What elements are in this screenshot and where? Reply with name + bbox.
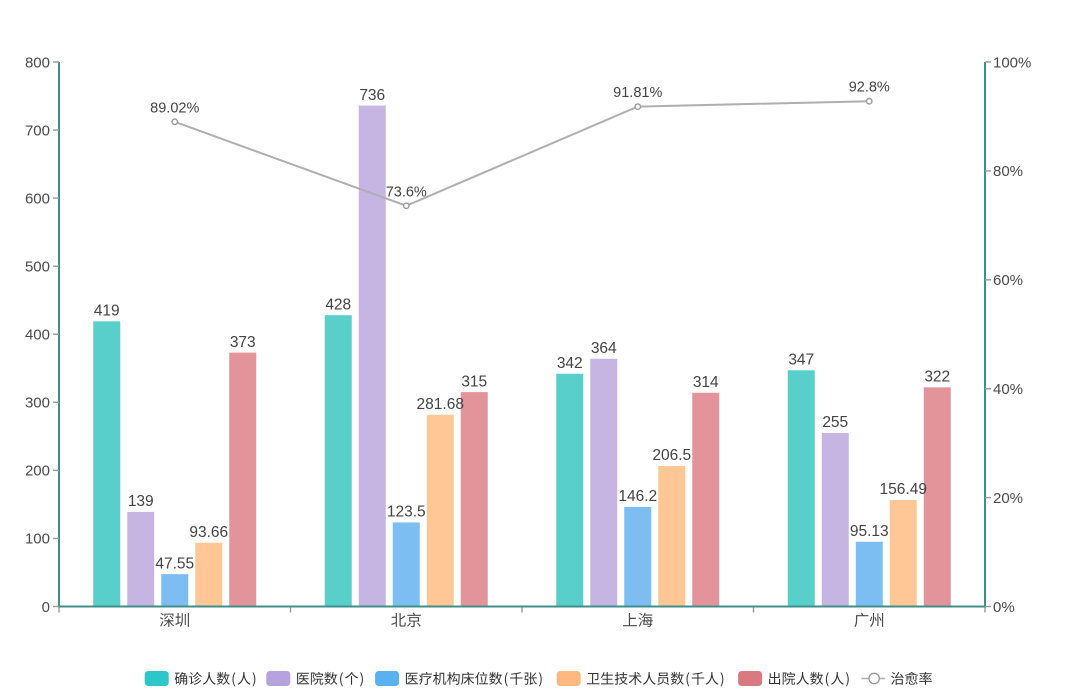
svg-text:206.5: 206.5 bbox=[652, 447, 691, 464]
svg-text:255: 255 bbox=[822, 414, 848, 431]
svg-text:93.66: 93.66 bbox=[189, 524, 228, 541]
svg-text:100%: 100% bbox=[993, 54, 1031, 71]
svg-text:736: 736 bbox=[359, 87, 385, 104]
svg-text:419: 419 bbox=[94, 303, 120, 320]
svg-text:95.13: 95.13 bbox=[850, 523, 889, 540]
svg-text:300: 300 bbox=[25, 395, 50, 412]
svg-text:47.55: 47.55 bbox=[155, 555, 194, 572]
svg-text:364: 364 bbox=[591, 340, 617, 357]
svg-text:92.8%: 92.8% bbox=[849, 80, 890, 96]
svg-text:315: 315 bbox=[461, 373, 487, 390]
svg-text:342: 342 bbox=[557, 355, 583, 372]
svg-text:281.68: 281.68 bbox=[417, 396, 464, 413]
svg-text:428: 428 bbox=[325, 296, 351, 313]
svg-text:200: 200 bbox=[25, 463, 50, 480]
svg-text:20%: 20% bbox=[993, 490, 1023, 507]
svg-text:0%: 0% bbox=[993, 599, 1015, 616]
svg-text:60%: 60% bbox=[993, 272, 1023, 289]
svg-text:80%: 80% bbox=[993, 163, 1023, 180]
svg-text:89.02%: 89.02% bbox=[150, 100, 199, 116]
svg-text:700: 700 bbox=[25, 122, 50, 139]
svg-text:600: 600 bbox=[25, 190, 50, 207]
svg-text:100: 100 bbox=[25, 531, 50, 548]
svg-text:400: 400 bbox=[25, 327, 50, 344]
svg-text:123.5: 123.5 bbox=[387, 504, 426, 521]
svg-text:800: 800 bbox=[25, 54, 50, 71]
svg-text:156.49: 156.49 bbox=[880, 481, 927, 498]
svg-text:314: 314 bbox=[693, 374, 719, 391]
svg-text:347: 347 bbox=[788, 352, 814, 369]
svg-text:373: 373 bbox=[230, 334, 256, 351]
svg-text:500: 500 bbox=[25, 258, 50, 275]
svg-text:146.2: 146.2 bbox=[618, 488, 657, 505]
svg-text:91.81%: 91.81% bbox=[613, 85, 662, 101]
svg-text:40%: 40% bbox=[993, 381, 1023, 398]
svg-text:139: 139 bbox=[128, 493, 154, 510]
svg-text:0: 0 bbox=[42, 599, 50, 616]
svg-text:73.6%: 73.6% bbox=[386, 184, 427, 200]
svg-text:322: 322 bbox=[924, 369, 950, 386]
